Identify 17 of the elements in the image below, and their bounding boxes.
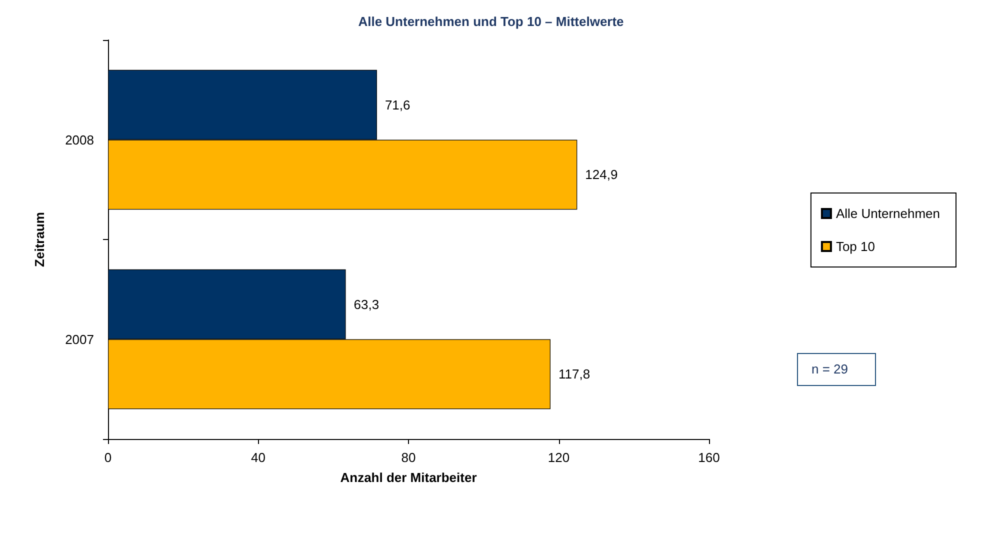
data-label: 124,9	[585, 167, 618, 182]
data-label: 117,8	[558, 366, 590, 382]
legend-label: Alle Unternehmen	[836, 206, 940, 221]
data-label: 71,6	[384, 97, 410, 112]
x-axis-title: Anzahl der Mitarbeiter	[340, 470, 477, 485]
x-tick-label: 160	[698, 450, 720, 465]
y-axis-title: Zeitraum	[32, 212, 47, 267]
x-tick-label: 0	[104, 450, 112, 465]
x-tick-label: 40	[251, 450, 266, 465]
text: n = 29	[812, 362, 848, 376]
legend-label: Top 10	[836, 239, 875, 254]
data-label: 63,3	[354, 296, 380, 312]
chart-title: Alle Unternehmen und Top 10 – Mittelwerte	[358, 14, 624, 29]
y-tick-label: 2008	[65, 132, 94, 148]
y-tick-label: 2007	[65, 332, 94, 347]
x-tick-label: 80	[401, 450, 416, 465]
x-tick-label: 120	[548, 450, 570, 465]
